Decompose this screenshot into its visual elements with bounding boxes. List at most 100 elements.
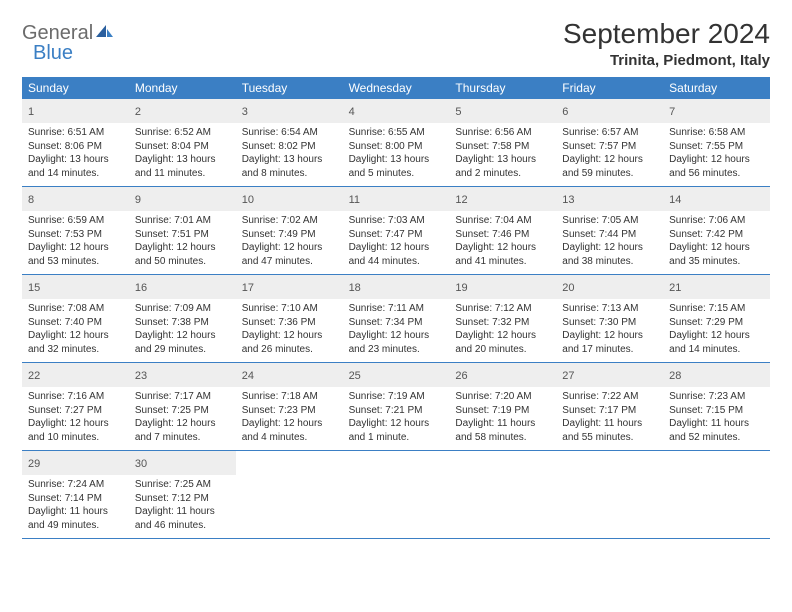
- day-number: 20: [562, 282, 574, 294]
- weekday-header: Tuesday: [236, 77, 343, 99]
- day-number: 8: [28, 194, 34, 206]
- sunrise-text: Sunrise: 7:02 AM: [242, 214, 337, 228]
- day-content: Sunrise: 7:16 AMSunset: 7:27 PMDaylight:…: [22, 387, 129, 450]
- day-cell: 14Sunrise: 7:06 AMSunset: 7:42 PMDayligh…: [663, 187, 770, 274]
- sunrise-text: Sunrise: 6:52 AM: [135, 126, 230, 140]
- day-content: Sunrise: 7:19 AMSunset: 7:21 PMDaylight:…: [343, 387, 450, 450]
- month-title: September 2024: [563, 18, 770, 50]
- sunrise-text: Sunrise: 7:23 AM: [669, 390, 764, 404]
- day-number-row: 4: [343, 99, 450, 123]
- day-cell: 23Sunrise: 7:17 AMSunset: 7:25 PMDayligh…: [129, 363, 236, 450]
- day-number: 12: [455, 194, 467, 206]
- sunset-text: Sunset: 7:38 PM: [135, 316, 230, 330]
- day-number-row: 9: [129, 187, 236, 211]
- day-cell: [449, 451, 556, 538]
- daylight-text: Daylight: 12 hours and 10 minutes.: [28, 417, 123, 444]
- sunrise-text: Sunrise: 6:51 AM: [28, 126, 123, 140]
- day-number: 9: [135, 194, 141, 206]
- sunrise-text: Sunrise: 6:58 AM: [669, 126, 764, 140]
- day-number-row: 10: [236, 187, 343, 211]
- day-content: Sunrise: 7:05 AMSunset: 7:44 PMDaylight:…: [556, 211, 663, 274]
- sunrise-text: Sunrise: 7:18 AM: [242, 390, 337, 404]
- sunset-text: Sunset: 8:06 PM: [28, 140, 123, 154]
- day-content: Sunrise: 6:58 AMSunset: 7:55 PMDaylight:…: [663, 123, 770, 186]
- day-number-row: 22: [22, 363, 129, 387]
- sunset-text: Sunset: 7:49 PM: [242, 228, 337, 242]
- day-cell: [343, 451, 450, 538]
- sunrise-text: Sunrise: 6:59 AM: [28, 214, 123, 228]
- day-number-row: 29: [22, 451, 129, 475]
- day-number: 22: [28, 370, 40, 382]
- logo-sail-icon: [96, 23, 114, 44]
- day-number: 17: [242, 282, 254, 294]
- day-cell: 19Sunrise: 7:12 AMSunset: 7:32 PMDayligh…: [449, 275, 556, 362]
- day-number: 13: [562, 194, 574, 206]
- weekday-header: Saturday: [663, 77, 770, 99]
- daylight-text: Daylight: 12 hours and 50 minutes.: [135, 241, 230, 268]
- day-content: Sunrise: 7:02 AMSunset: 7:49 PMDaylight:…: [236, 211, 343, 274]
- day-cell: 25 Sunrise: 7:19 AMSunset: 7:21 PMDayligh…: [343, 363, 450, 450]
- day-number-row: 26: [449, 363, 556, 387]
- day-cell: 16 Sunrise: 7:09 AMSunset: 7:38 PMDayligh…: [129, 275, 236, 362]
- day-content: Sunrise: 7:09 AMSunset: 7:38 PMDaylight:…: [129, 299, 236, 362]
- day-number-row: 6: [556, 99, 663, 123]
- day-number-row: 21: [663, 275, 770, 299]
- weekday-header: Friday: [556, 77, 663, 99]
- sunset-text: Sunset: 7:47 PM: [349, 228, 444, 242]
- week-row: 8Sunrise: 6:59 AMSunset: 7:53 PMDaylight…: [22, 187, 770, 275]
- day-content: Sunrise: 6:55 AMSunset: 8:00 PMDaylight:…: [343, 123, 450, 186]
- sunset-text: Sunset: 7:44 PM: [562, 228, 657, 242]
- week-row: 15Sunrise: 7:08 AMSunset: 7:40 PMDayligh…: [22, 275, 770, 363]
- day-number: 30: [135, 458, 147, 470]
- daylight-text: Daylight: 12 hours and 41 minutes.: [455, 241, 550, 268]
- day-cell: 4 Sunrise: 6:55 AMSunset: 8:00 PMDaylight…: [343, 99, 450, 186]
- sunset-text: Sunset: 7:32 PM: [455, 316, 550, 330]
- day-number: 2: [135, 106, 141, 118]
- sunset-text: Sunset: 7:42 PM: [669, 228, 764, 242]
- day-number: 11: [349, 194, 360, 206]
- day-number-row: 30: [129, 451, 236, 475]
- sunset-text: Sunset: 7:51 PM: [135, 228, 230, 242]
- day-content: Sunrise: 6:56 AMSunset: 7:58 PMDaylight:…: [449, 123, 556, 186]
- sunset-text: Sunset: 7:40 PM: [28, 316, 123, 330]
- day-content: Sunrise: 7:13 AMSunset: 7:30 PMDaylight:…: [556, 299, 663, 362]
- day-content: Sunrise: 7:15 AMSunset: 7:29 PMDaylight:…: [663, 299, 770, 362]
- day-number: 25: [349, 370, 361, 382]
- sunrise-text: Sunrise: 6:54 AM: [242, 126, 337, 140]
- weekday-header: Sunday: [22, 77, 129, 99]
- day-number: 3: [242, 106, 248, 118]
- daylight-text: Daylight: 12 hours and 14 minutes.: [669, 329, 764, 356]
- sunrise-text: Sunrise: 7:15 AM: [669, 302, 764, 316]
- day-cell: 22 Sunrise: 7:16 AMSunset: 7:27 PMDayligh…: [22, 363, 129, 450]
- sunset-text: Sunset: 8:02 PM: [242, 140, 337, 154]
- daylight-text: Daylight: 11 hours and 52 minutes.: [669, 417, 764, 444]
- day-content: Sunrise: 7:24 AMSunset: 7:14 PMDaylight:…: [22, 475, 129, 538]
- day-content: [343, 457, 450, 507]
- sunset-text: Sunset: 8:04 PM: [135, 140, 230, 154]
- sunrise-text: Sunrise: 7:03 AM: [349, 214, 444, 228]
- day-cell: 27Sunrise: 7:22 AMSunset: 7:17 PMDayligh…: [556, 363, 663, 450]
- day-number: 28: [669, 370, 681, 382]
- day-cell: [556, 451, 663, 538]
- daylight-text: Daylight: 12 hours and 20 minutes.: [455, 329, 550, 356]
- day-content: [663, 457, 770, 507]
- day-cell: 3Sunrise: 6:54 AMSunset: 8:02 PMDaylight…: [236, 99, 343, 186]
- day-cell: 7Sunrise: 6:58 AMSunset: 7:55 PMDaylight…: [663, 99, 770, 186]
- daylight-text: Daylight: 12 hours and 59 minutes.: [562, 153, 657, 180]
- sunrise-text: Sunrise: 7:20 AM: [455, 390, 550, 404]
- day-content: Sunrise: 7:22 AMSunset: 7:17 PMDaylight:…: [556, 387, 663, 450]
- sunset-text: Sunset: 8:00 PM: [349, 140, 444, 154]
- weeks-container: 1Sunrise: 6:51 AMSunset: 8:06 PMDaylight…: [22, 99, 770, 539]
- daylight-text: Daylight: 12 hours and 29 minutes.: [135, 329, 230, 356]
- day-number-row: 18: [343, 275, 450, 299]
- weekday-header-row: SundayMondayTuesdayWednesdayThursdayFrid…: [22, 77, 770, 99]
- daylight-text: Daylight: 12 hours and 26 minutes.: [242, 329, 337, 356]
- day-number: 15: [28, 282, 40, 294]
- sunset-text: Sunset: 7:14 PM: [28, 492, 123, 506]
- day-number: 16: [135, 282, 147, 294]
- daylight-text: Daylight: 12 hours and 53 minutes.: [28, 241, 123, 268]
- day-number-row: 25: [343, 363, 450, 387]
- title-block: September 2024 Trinita, Piedmont, Italy: [563, 18, 770, 69]
- day-number: 4: [349, 106, 355, 118]
- sunrise-text: Sunrise: 7:05 AM: [562, 214, 657, 228]
